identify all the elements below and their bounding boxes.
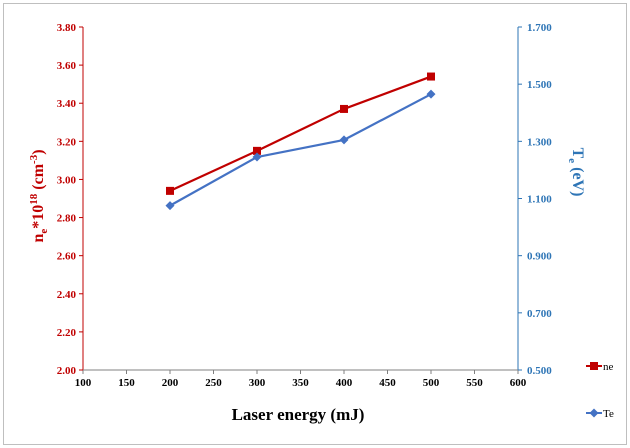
left-tick-label: 2.20 xyxy=(57,327,77,339)
series-te-point xyxy=(339,135,349,145)
legend-ne-marker xyxy=(590,362,598,370)
series-ne-point xyxy=(253,146,261,155)
x-tick-label: 550 xyxy=(466,377,483,389)
left-tick-label: 3.00 xyxy=(57,174,77,186)
legend-ne-label: ne xyxy=(603,361,614,373)
right-tick-label: 1.300 xyxy=(527,136,552,148)
x-tick-label: 600 xyxy=(510,377,527,389)
x-tick-label: 250 xyxy=(205,377,222,389)
left-tick-label: 2.80 xyxy=(57,213,77,225)
legend-te-label: Te xyxy=(603,408,614,420)
x-tick-label: 350 xyxy=(292,377,309,389)
left-axis-title: ne*1018 (cm-3) xyxy=(28,149,50,242)
x-tick-label: 200 xyxy=(162,377,179,389)
left-tick-label: 2.00 xyxy=(57,365,77,377)
series-te-point xyxy=(252,152,262,162)
series xyxy=(165,72,436,211)
legend: ne Te xyxy=(586,361,614,420)
series-te-point xyxy=(426,89,436,99)
right-tick-label: 1.100 xyxy=(527,194,552,206)
tick-labels: 100 150 200 250 300 350 400 450 500 550 600 2.00 2.2… xyxy=(57,22,553,389)
legend-item-te: Te xyxy=(586,408,614,420)
series-ne-point xyxy=(166,186,174,195)
series-ne-point xyxy=(340,104,348,113)
series-ne-line xyxy=(169,75,432,192)
left-tick-label: 3.20 xyxy=(57,136,77,148)
right-tick-label: 1.500 xyxy=(527,79,552,91)
left-tick-label: 3.60 xyxy=(57,60,77,72)
legend-item-ne: ne xyxy=(586,361,614,373)
x-tick-label: 100 xyxy=(75,377,92,389)
series-te xyxy=(165,89,436,211)
series-te-line xyxy=(169,93,432,207)
right-tick-label: 0.900 xyxy=(527,251,552,263)
x-tick-label: 300 xyxy=(249,377,266,389)
right-tick-label: 0.700 xyxy=(527,308,552,320)
series-ne xyxy=(166,72,435,195)
x-tick-label: 450 xyxy=(379,377,396,389)
left-tick-label: 2.40 xyxy=(57,289,77,301)
left-tick-label: 3.80 xyxy=(57,22,77,34)
axes xyxy=(79,26,522,374)
left-tick-label: 3.40 xyxy=(57,98,77,110)
chart-border xyxy=(3,3,627,445)
x-axis-title: Laser energy (mJ) xyxy=(232,405,365,424)
right-axis-title: Te (eV) xyxy=(566,148,586,197)
legend-te-marker xyxy=(589,408,599,418)
x-tick-label: 500 xyxy=(423,377,440,389)
left-tick-label: 2.60 xyxy=(57,251,77,263)
x-tick-label: 400 xyxy=(336,377,353,389)
right-tick-label: 1.700 xyxy=(527,22,552,34)
series-te-point xyxy=(165,201,175,211)
series-ne-point xyxy=(427,72,435,81)
right-tick-label: 0.500 xyxy=(527,365,552,377)
x-tick-label: 150 xyxy=(118,377,135,389)
